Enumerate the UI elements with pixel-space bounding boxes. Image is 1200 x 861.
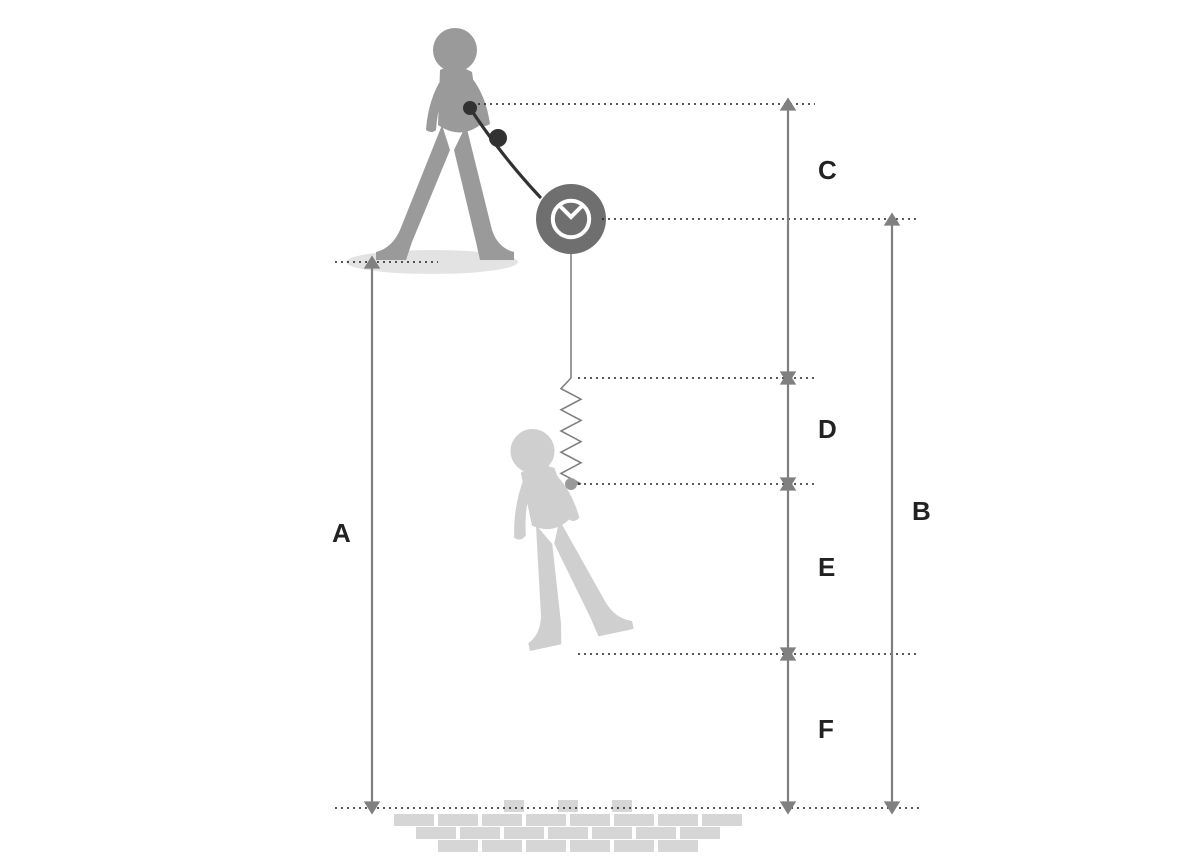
energy-absorber-zigzag [561, 378, 581, 484]
label-F: F [818, 714, 834, 744]
retractable-reel-icon [536, 184, 606, 254]
label-E: E [818, 552, 835, 582]
label-C: C [818, 155, 837, 185]
label-D: D [818, 414, 837, 444]
fall-clearance-diagram: A B C D E F [0, 0, 1200, 861]
falling-figure [485, 417, 634, 651]
falling-chest-attachment [565, 478, 577, 490]
label-A: A [332, 518, 351, 548]
dimension-arrows [372, 104, 892, 808]
label-B: B [912, 496, 931, 526]
dimension-labels: A B C D E F [332, 155, 931, 744]
